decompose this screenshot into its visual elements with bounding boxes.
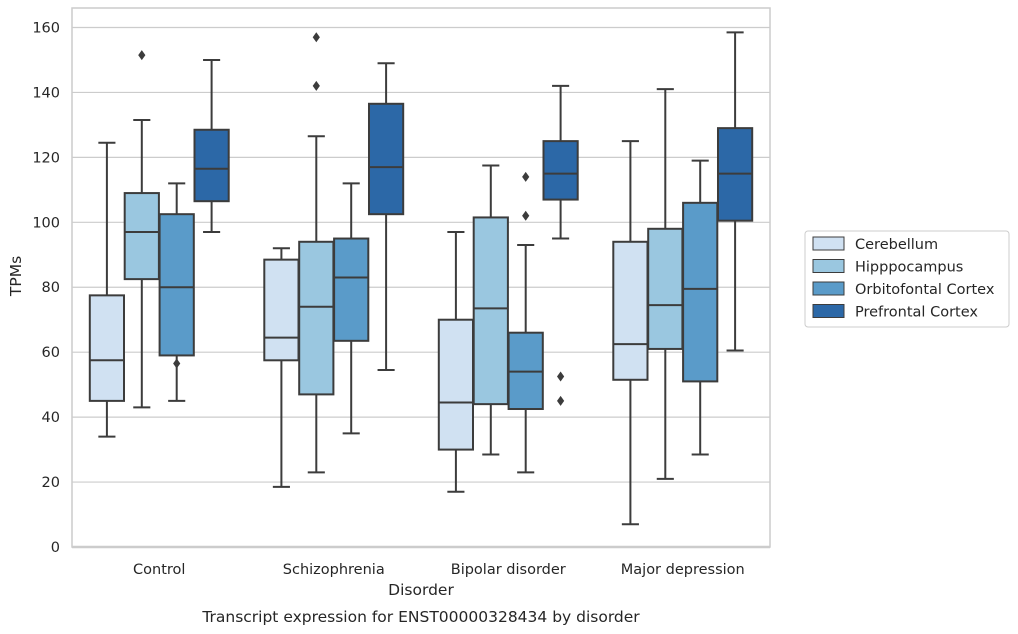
- iqr-box: [123, 192, 160, 281]
- box-3-0: [193, 58, 230, 234]
- x-axis-label: Disorder: [388, 581, 454, 599]
- chart-caption: Transcript expression for ENST0000032843…: [201, 608, 640, 626]
- outlier-point: [522, 171, 530, 182]
- outlier-point: [312, 32, 320, 43]
- box-0-3: [612, 140, 649, 526]
- box-2-0: [158, 182, 195, 402]
- iqr-box: [437, 318, 475, 451]
- iqr-box: [612, 240, 649, 381]
- axis-ticks: 0 20 40 60 80 100 120 140 160 Control Schizophreni…: [32, 20, 744, 578]
- outlier-point: [138, 50, 146, 61]
- box-3-1: [367, 62, 405, 372]
- y-tick-label: 120: [32, 150, 60, 166]
- iqr-box: [88, 294, 126, 402]
- y-tick-label: 100: [32, 215, 60, 231]
- x-tick-label: Control: [133, 562, 185, 578]
- iqr-box: [647, 227, 684, 350]
- box-1-3: [647, 88, 684, 480]
- y-tick-label: 80: [42, 280, 60, 296]
- outlier-point: [557, 371, 565, 382]
- outlier-point: [173, 358, 181, 369]
- iqr-box: [263, 258, 300, 362]
- legend-label: Orbitofontal Cortex: [855, 282, 995, 298]
- outlier-point: [312, 80, 320, 91]
- outlier-point: [522, 210, 530, 221]
- plot-frame: [71, 7, 771, 548]
- box-2-1: [333, 182, 370, 435]
- box-2-2: [507, 171, 544, 474]
- iqr-box: [367, 102, 405, 216]
- outlier-point: [557, 395, 565, 406]
- legend-label: Hipppocampus: [855, 260, 963, 276]
- y-tick-label: 0: [51, 540, 60, 556]
- box-1-2: [472, 164, 509, 456]
- legend-swatch: [812, 236, 845, 251]
- box-2-3: [682, 159, 719, 456]
- x-tick-label: Schizophrenia: [283, 562, 385, 578]
- iqr-box: [193, 128, 230, 203]
- legend-swatch: [812, 304, 845, 318]
- box-plots: [88, 31, 754, 526]
- y-tick-label: 140: [32, 85, 60, 101]
- box-0-1: [263, 247, 300, 488]
- legend-swatch: [812, 281, 845, 296]
- y-tick-label: 40: [42, 410, 60, 426]
- iqr-box: [333, 237, 370, 342]
- legend-swatch: [812, 259, 845, 273]
- legend: Cerebellum Hipppocampus Orbitofontal Corte…: [804, 230, 1010, 328]
- x-tick-label: Bipolar disorder: [451, 562, 566, 578]
- legend-label: Prefrontal Cortex: [855, 305, 978, 321]
- box-0-0: [88, 141, 126, 438]
- box-0-2: [437, 231, 475, 493]
- y-tick-label: 20: [42, 475, 60, 491]
- box-1-1: [298, 32, 335, 474]
- box-3-3: [716, 31, 754, 352]
- legend-frame: [804, 230, 1010, 328]
- y-tick-label: 160: [32, 20, 60, 36]
- iqr-box: [298, 240, 335, 396]
- legend-label: Cerebellum: [855, 237, 938, 253]
- iqr-box: [682, 201, 719, 383]
- box-1-0: [123, 50, 160, 409]
- iqr-box: [542, 140, 579, 201]
- iqr-box: [472, 216, 509, 406]
- y-tick-label: 60: [42, 345, 60, 361]
- box-3-2: [542, 84, 579, 406]
- x-tick-label: Major depression: [621, 562, 745, 578]
- iqr-box: [158, 213, 195, 357]
- y-axis-label: TPMs: [7, 256, 25, 297]
